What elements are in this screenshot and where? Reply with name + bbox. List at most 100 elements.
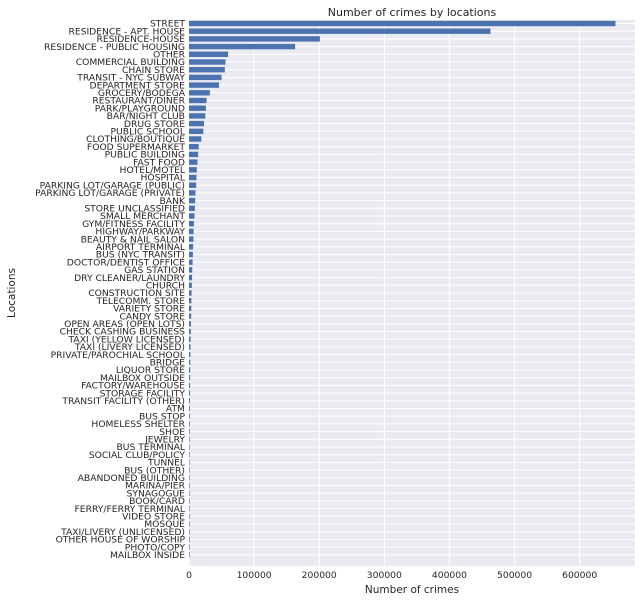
y-tick-label: FOOD SUPERMARKET: [87, 142, 185, 153]
bar: [189, 182, 197, 188]
bar: [189, 167, 197, 173]
bar: [189, 97, 207, 104]
y-tick-label: SMALL MERCHANT: [100, 211, 185, 222]
y-tick-label: ABANDONED BUILDING: [78, 473, 185, 484]
y-tick-label: OTHER HOUSE OF WORSHIP: [56, 535, 186, 546]
y-tick-label: MAILBOX INSIDE: [110, 550, 185, 561]
bar: [189, 251, 193, 258]
y-tick-label: SHOE: [159, 427, 185, 438]
bar: [189, 490, 190, 496]
bar: [189, 51, 229, 57]
y-tick-label: OPEN AREAS (OPEN LOTS): [64, 319, 185, 330]
bar: [189, 452, 190, 458]
y-tick-label: CLOTHING/BOUTIQUE: [86, 134, 185, 145]
bar: [189, 475, 190, 481]
y-tick-label: PARKING LOT/GARAGE (PRIVATE): [35, 188, 185, 199]
y-tick-label: STREET: [150, 19, 185, 30]
bar: [189, 505, 190, 512]
bar: [189, 290, 192, 296]
x-tick-label: 100000: [237, 570, 272, 581]
y-tick-label: VARIETY STORE: [113, 304, 185, 315]
bar: [189, 259, 193, 265]
y-tick-label: TAXI (YELLOW LICENSED): [68, 334, 185, 345]
bar: [189, 436, 190, 442]
y-tick-label: CHURCH: [146, 281, 185, 292]
y-tick-label: BUS (NYC TRANSIT): [96, 250, 185, 261]
bar: [189, 305, 192, 312]
y-tick-label: FAST FOOD: [133, 157, 185, 168]
bar: [189, 120, 204, 127]
bar: [189, 205, 195, 211]
y-tick-label: COMMERCIAL BUILDING: [76, 57, 185, 68]
y-tick-label: HOSPITAL: [140, 173, 185, 184]
bar: [189, 398, 190, 404]
bar: [189, 336, 191, 342]
x-tick-label: 400000: [432, 570, 467, 581]
bar: [189, 513, 190, 519]
bar: [189, 190, 196, 196]
bar: [189, 552, 190, 558]
bar: [189, 367, 191, 373]
bar: [189, 282, 192, 288]
bar: [189, 151, 199, 158]
bar: [189, 113, 206, 119]
y-tick-label: DOCTOR/DENTIST OFFICE: [67, 257, 185, 268]
y-tick-label: CHECK CASHING BUSINESS: [60, 327, 186, 338]
bar: [189, 236, 194, 242]
y-tick-label: TRANSIT FACILITY (OTHER): [61, 396, 185, 407]
bar: [189, 498, 190, 504]
x-tick-label: 0: [186, 570, 192, 581]
y-tick-label: BRIDGE: [150, 358, 186, 369]
y-tick-label: GROCERY/BODEGA: [98, 88, 186, 99]
bar: [189, 20, 616, 27]
bar: [189, 328, 191, 335]
y-tick-label: GAS STATION: [124, 265, 185, 276]
bar: [189, 36, 320, 42]
y-tick-label: RESTAURANT/DINER: [92, 96, 185, 107]
x-tick-label: 500000: [497, 570, 532, 581]
bar: [189, 90, 210, 96]
bar: [189, 444, 190, 450]
y-tick-label: HIGHWAY/PARKWAY: [95, 227, 185, 238]
y-tick-label: MAILBOX OUTSIDE: [100, 373, 185, 384]
y-tick-label: BUS TERMINAL: [117, 442, 186, 453]
y-tick-label: MOSQUE: [144, 519, 185, 530]
y-tick-label: TELECOMM. STORE: [95, 296, 185, 307]
y-tick-label: BAR/NIGHT CLUB: [107, 111, 185, 122]
x-axis-label: Number of crimes: [365, 584, 459, 596]
y-tick-label: TRANSIT - NYC SUBWAY: [76, 73, 185, 84]
bar: [189, 544, 190, 550]
bar: [189, 244, 194, 250]
bar: [189, 390, 190, 396]
y-tick-label: CHAIN STORE: [122, 65, 185, 76]
y-tick-label: PUBLIC BUILDING: [105, 150, 185, 161]
x-tick-label: 600000: [562, 570, 597, 581]
y-tick-label: PHOTO/COPY: [125, 542, 186, 553]
bar: [189, 529, 190, 535]
y-tick-label: TUNNEL: [147, 458, 186, 469]
bar: [189, 421, 190, 427]
x-tick-label: 300000: [367, 570, 402, 581]
y-tick-label: BUS STOP: [139, 411, 185, 422]
y-tick-label: SOCIAL CLUB/POLICY: [89, 450, 186, 461]
y-tick-label: PUBLIC SCHOOL: [111, 127, 186, 138]
bar: [189, 128, 204, 134]
bar: [189, 428, 190, 435]
x-tick-label: 200000: [302, 570, 337, 581]
y-tick-label: OTHER: [153, 50, 186, 61]
y-tick-label: PARKING LOT/GARAGE (PUBLIC): [40, 180, 185, 191]
y-tick-label: DEPARTMENT STORE: [90, 80, 186, 91]
bar: [189, 375, 191, 381]
bar: [189, 82, 219, 88]
y-tick-label: JEWELRY: [144, 435, 185, 446]
y-tick-label: MARINA/PIER: [125, 481, 186, 492]
bar: [189, 144, 199, 150]
bar: [189, 174, 197, 181]
y-tick-label: VIDEO STORE: [122, 512, 185, 523]
y-tick-label: BEAUTY & NAIL SALON: [81, 234, 185, 245]
y-tick-label: TAXI/LIVERY (UNLICENSED): [60, 527, 185, 538]
bar: [189, 521, 190, 527]
bar: [189, 382, 191, 389]
bar: [189, 467, 190, 473]
bar: [189, 298, 192, 304]
